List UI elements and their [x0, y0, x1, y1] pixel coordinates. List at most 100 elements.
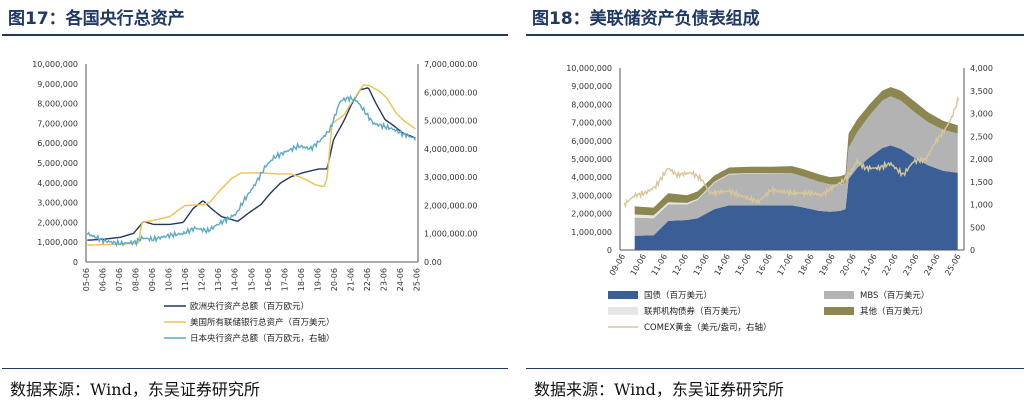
fed-balance-sheet-chart: 0 1,000,000 2,000,000 3,000,000 4,000,000 5,0… [566, 64, 993, 333]
y-right-tick-label: 1,000,000.00 [424, 230, 477, 239]
legend-label-3: 联邦机构债券（百万美元） [644, 306, 746, 317]
y-left-tick-label: 6,000,000 [571, 137, 612, 146]
y-left-tick-label: 8,000,000 [571, 100, 612, 109]
x-tick-label: 07-06 [115, 268, 124, 291]
y-left-tick-label: 9,000,000 [37, 80, 78, 89]
legend-label-2: 美国所有联储银行总资产（百万美元） [190, 317, 335, 328]
y-left-tick-label: 3,000,000 [571, 191, 612, 200]
y-right-tick-label: 1,500 [970, 178, 993, 187]
x-tick-label: 15-06 [247, 268, 256, 291]
y-left-tick-label: 8,000,000 [37, 100, 78, 109]
y-right-tick-label: 3,000 [970, 110, 993, 119]
area-series-2 [634, 96, 958, 236]
legend-label-3: 日本央行资产总额（百万欧元，右轴） [190, 333, 335, 344]
left-figure-title: 图17：各国央行总资产 [8, 9, 185, 29]
x-tick-label: 24-06 [396, 268, 405, 291]
right-figure-panel: 图18：美联储资产负债表组成 0 1,000,000 2,000,000 3,000,… [524, 0, 1032, 402]
x-tick-label: 12-06 [198, 268, 207, 291]
y-left-tick-label: 0 [73, 258, 78, 267]
y-left-tick-label: 7,000,000 [37, 119, 78, 128]
legend-swatch-4 [824, 307, 854, 315]
x-tick-label: 06-06 [98, 268, 107, 291]
x-tick-label: 21-06 [859, 253, 878, 278]
x-tick-label: 11-06 [650, 253, 669, 278]
x-tick-label: 13-06 [692, 253, 711, 278]
area-series-1 [634, 145, 958, 250]
y-left-tick-label: 2,000,000 [37, 218, 78, 227]
legend-label-4: 其他（百万美元） [860, 306, 928, 317]
x-tick-label: 24-06 [922, 253, 941, 278]
x-tick-label: 23-06 [901, 253, 920, 278]
y-right-tick-label: 6,000,000.00 [424, 88, 477, 97]
legend-label-1: 国债（百万美元） [644, 290, 712, 301]
x-tick-label: 17-06 [776, 253, 795, 278]
area-series-4 [634, 87, 958, 216]
x-tick-label: 18-06 [797, 253, 816, 278]
y-right-tick-label: 1,000 [970, 201, 993, 210]
x-tick-label: 16-06 [264, 268, 273, 291]
left-figure-panel: 图17：各国央行总资产 0 1,000,000 2,000,000 3,000,000… [2, 9, 508, 399]
y-right-tick-label: 500 [970, 223, 985, 232]
y-right-tick-label: 4,000,000.00 [424, 145, 477, 154]
x-tick-label: 22-06 [880, 253, 899, 278]
y-right-tick-label: 7,000,000.00 [424, 60, 477, 69]
gold-price-line [623, 96, 960, 209]
central-bank-assets-chart: 0 1,000,000 2,000,000 3,000,000 4,000,000 5,0… [32, 60, 477, 344]
y-left-tick-label: 4,000,000 [571, 173, 612, 182]
x-tick-label: 08-06 [132, 268, 141, 291]
series-line-1 [87, 87, 416, 241]
y-left-tick-label: 10,000,000 [32, 60, 78, 69]
legend-swatch-2 [824, 291, 854, 299]
y-right-tick-label: 3,000,000.00 [424, 173, 477, 182]
right-title-rule [526, 34, 1024, 36]
y-left-tick-label: 3,000,000 [37, 199, 78, 208]
y-left-tick-label: 1,000,000 [37, 238, 78, 247]
x-tick-label: 05-06 [82, 268, 91, 291]
y-right-tick-label: 2,500 [970, 132, 993, 141]
left-source-rule [2, 368, 508, 369]
y-left-tick-label: 10,000,000 [566, 64, 612, 73]
left-source-note: 数据来源：Wind，东吴证券研究所 [10, 380, 260, 399]
y-right-tick-label: 5,000,000.00 [424, 117, 477, 126]
y-left-tick-label: 9,000,000 [571, 82, 612, 91]
y-right-tick-label: 3,500 [970, 87, 993, 96]
x-tick-label: 16-06 [755, 253, 774, 278]
x-tick-label: 14-06 [713, 253, 732, 278]
y-left-tick-label: 5,000,000 [571, 155, 612, 164]
y-left-tick-label: 2,000,000 [571, 210, 612, 219]
y-left-tick-label: 6,000,000 [37, 139, 78, 148]
y-left-tick-label: 1,000,000 [571, 228, 612, 237]
x-tick-label: 12-06 [671, 253, 690, 278]
x-tick-label: 09-06 [148, 268, 157, 291]
x-tick-label: 18-06 [297, 268, 306, 291]
x-tick-label: 10-06 [165, 268, 174, 291]
right-source-note: 数据来源：Wind，东吴证券研究所 [534, 380, 784, 399]
y-right-tick-label: 0.00 [424, 258, 442, 267]
y-left-tick-label: 5,000,000 [37, 159, 78, 168]
legend-swatch-3 [608, 307, 638, 315]
x-tick-label: 19-06 [313, 268, 322, 291]
x-tick-label: 19-06 [818, 253, 837, 278]
legend-swatch-1 [608, 291, 638, 299]
x-tick-label: 09-06 [608, 253, 627, 278]
x-tick-label: 23-06 [380, 268, 389, 291]
x-tick-label: 10-06 [629, 253, 648, 278]
y-left-tick-label: 0 [607, 246, 612, 255]
series-line-2 [87, 84, 416, 246]
x-tick-label: 14-06 [231, 268, 240, 291]
y-right-tick-label: 4,000 [970, 64, 993, 73]
x-tick-label: 21-06 [346, 268, 355, 291]
legend-label-2: MBS（百万美元） [860, 290, 929, 301]
x-tick-label: 25-06 [413, 268, 422, 291]
left-title-rule [2, 34, 508, 36]
x-tick-label: 17-06 [280, 268, 289, 291]
y-left-tick-label: 7,000,000 [571, 119, 612, 128]
series-line-3 [86, 94, 417, 248]
x-tick-label: 20-06 [838, 253, 857, 278]
right-figure-title: 图18：美联储资产负债表组成 [532, 9, 760, 29]
x-tick-label: 22-06 [363, 268, 372, 291]
y-right-tick-label: 2,000,000.00 [424, 201, 477, 210]
x-tick-label: 20-06 [330, 268, 339, 291]
x-tick-label: 25-06 [943, 253, 962, 278]
y-right-tick-label: 2,000 [970, 155, 993, 164]
